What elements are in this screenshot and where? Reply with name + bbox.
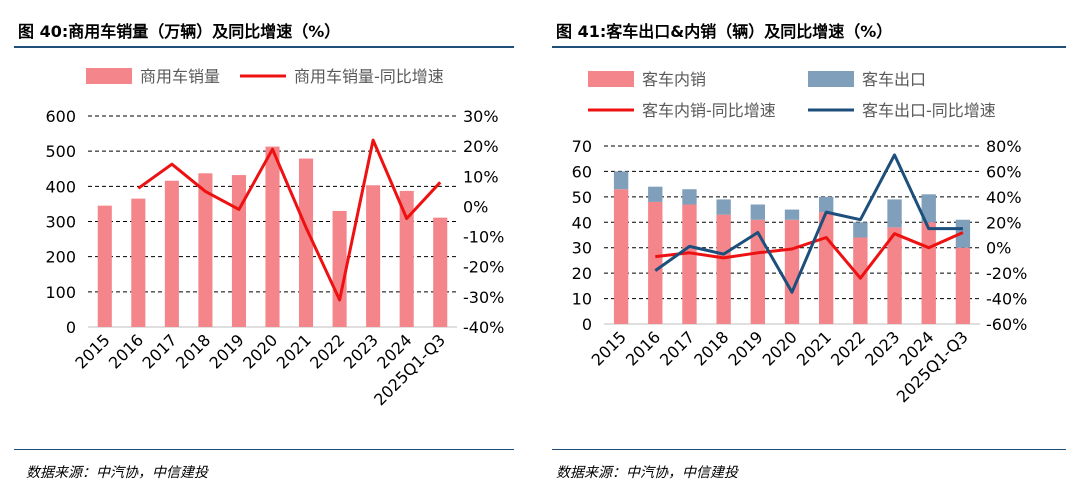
- right-x-tick-label: 2016: [622, 327, 664, 369]
- right-bar-客车出口: [784, 209, 800, 220]
- right-x-tick-label: 2018: [690, 327, 732, 369]
- right-y-left-tick-label: 0: [582, 315, 592, 334]
- left-y-left-tick-label: 0: [66, 318, 76, 337]
- left-y-left-tick-label: 200: [45, 248, 76, 267]
- right-bar-客车内销: [784, 219, 800, 324]
- right-chart-title: 图 41:客车出口&内销（辆）及同比增速（%）: [556, 22, 893, 41]
- right-bar-客车内销: [613, 189, 629, 324]
- right-bar-客车内销: [819, 212, 834, 324]
- left-y-right-tick-label: -10%: [463, 228, 504, 247]
- left-bar-商用车销量: [265, 146, 280, 327]
- right-legend-label: 客车内销: [642, 70, 706, 89]
- right-y-right-tick-label: 20%: [986, 213, 1022, 232]
- right-bar-客车出口: [613, 171, 629, 190]
- left-bar-商用车销量: [366, 185, 381, 327]
- right-bar-客车出口: [921, 194, 936, 223]
- left-y-left-tick-label: 400: [45, 177, 76, 196]
- right-source-rule: [552, 449, 1066, 450]
- left-bar-商用车销量: [131, 198, 146, 327]
- right-x-tick-label: 2022: [827, 327, 869, 369]
- right-bar-客车内销: [716, 214, 731, 324]
- right-bar-客车内销: [648, 201, 663, 324]
- right-bar-客车内销: [750, 219, 765, 324]
- right-y-right-tick-label: 60%: [986, 162, 1022, 181]
- right-bar-客车出口: [887, 199, 902, 228]
- right-y-right-tick-label: 80%: [986, 137, 1022, 156]
- left-line-商用车销量-同比增速: [137, 138, 442, 302]
- right-y-left-tick-label: 40: [572, 213, 592, 232]
- left-bar-商用车销量: [97, 205, 112, 327]
- left-bar-商用车销量: [231, 175, 246, 327]
- right-bar-客车出口: [750, 204, 765, 220]
- left-bar-商用车销量: [433, 217, 448, 327]
- left-legend-swatch: [86, 68, 132, 84]
- left-title-rule: [14, 46, 514, 48]
- left-source-note: 数据来源：中汽协，中信建投: [26, 465, 208, 481]
- right-y-left-tick-label: 70: [572, 137, 592, 156]
- left-y-right-tick-label: -40%: [463, 318, 504, 337]
- right-y-left-tick-label: 60: [572, 162, 592, 181]
- left-y-right-tick-label: 10%: [463, 167, 499, 186]
- left-y-left-tick-label: 600: [45, 107, 76, 126]
- right-bar-客车出口: [682, 189, 697, 205]
- left-bar-商用车销量: [164, 180, 179, 327]
- right-legend-swatch: [808, 71, 854, 87]
- right-y-right-tick-label: 40%: [986, 188, 1022, 207]
- right-y-left-tick-label: 50: [572, 188, 592, 207]
- right-y-right-tick-label: -60%: [986, 315, 1027, 334]
- left-bar-商用车销量: [198, 173, 213, 327]
- right-legend-label: 客车出口: [862, 70, 926, 89]
- right-y-left-tick-label: 20: [572, 264, 592, 283]
- right-bar-客车出口: [819, 196, 834, 213]
- left-legend-label: 商用车销量: [140, 67, 220, 86]
- right-x-tick-label: 2020: [759, 327, 801, 369]
- right-line-客车内销-同比增速: [655, 231, 964, 280]
- right-y-left-tick-label: 10: [572, 290, 592, 309]
- right-bar-客车内销: [955, 247, 971, 324]
- left-bar-商用车销量: [399, 190, 414, 327]
- left-bar-商用车销量: [299, 158, 314, 327]
- right-x-tick-label: 2023: [861, 327, 903, 369]
- left-y-right-tick-label: -20%: [463, 258, 504, 277]
- right-legend-label: 客车内销-同比增速: [642, 101, 776, 120]
- right-bar-客车内销: [921, 222, 936, 324]
- left-y-right-tick-label: 30%: [463, 107, 499, 126]
- left-y-right-tick-label: -30%: [463, 288, 504, 307]
- left-y-right-tick-label: 0%: [463, 197, 488, 216]
- right-legend-swatch: [588, 71, 634, 87]
- right-y-right-tick-label: 0%: [986, 239, 1011, 258]
- left-bar-商用车销量: [332, 210, 347, 327]
- left-legend-label: 商用车销量-同比增速: [294, 67, 444, 86]
- right-legend-label: 客车出口-同比增速: [862, 101, 996, 120]
- left-y-right-tick-label: 20%: [463, 137, 499, 156]
- right-x-tick-label: 2021: [793, 327, 835, 369]
- right-x-tick-label: 2017: [656, 327, 698, 369]
- right-line-客车出口-同比增速: [654, 153, 963, 294]
- right-bar-客车内销: [853, 237, 868, 324]
- left-y-left-tick-label: 300: [45, 213, 76, 232]
- left-source-rule: [14, 449, 514, 450]
- right-x-tick-label: 2015: [588, 327, 630, 369]
- right-title-rule: [552, 46, 1066, 48]
- right-y-left-tick-label: 30: [572, 239, 592, 258]
- right-bar-客车出口: [716, 199, 731, 215]
- right-source-note: 数据来源：中汽协，中信建投: [556, 465, 738, 481]
- right-bar-客车内销: [682, 204, 697, 324]
- right-y-right-tick-label: -40%: [986, 290, 1027, 309]
- left-chart-title: 图 40:商用车销量（万辆）及同比增速（%）: [18, 22, 341, 41]
- right-bar-客车内销: [887, 227, 902, 324]
- left-y-left-tick-label: 500: [45, 142, 76, 161]
- right-x-tick-label: 2019: [724, 327, 766, 369]
- right-bar-客车出口: [648, 186, 663, 202]
- right-y-right-tick-label: -20%: [986, 264, 1027, 283]
- right-bar-客车出口: [853, 222, 868, 238]
- left-y-left-tick-label: 100: [45, 283, 76, 302]
